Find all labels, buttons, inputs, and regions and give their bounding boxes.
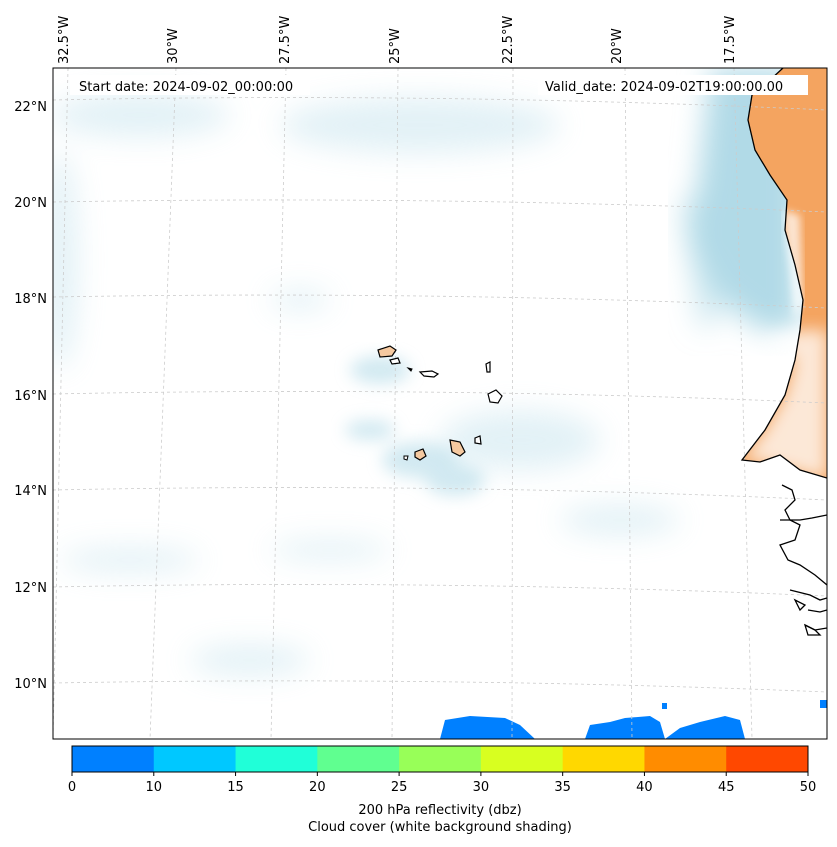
- colorbar-subtitle: Cloud cover (white background shading): [308, 820, 572, 835]
- colorbar: 0 10 15 20 25 30 35 40 45 50: [68, 745, 817, 795]
- reflectivity-cell: [665, 716, 745, 739]
- colorbar-frame: [71, 745, 809, 773]
- lat-label-14n: 14°N: [14, 484, 47, 499]
- valid-date-label: Valid_date: 2024-09-02T19:00:00.00: [545, 80, 783, 95]
- reflectivity-cell: [585, 716, 665, 739]
- latitude-labels: 22°N 20°N 18°N 16°N 14°N 12°N 10°N: [14, 100, 47, 692]
- island-santiago: [449, 439, 466, 457]
- cloud-cover-shading: [53, 70, 800, 675]
- reflectivity-cell: [440, 716, 535, 739]
- map-content: [53, 68, 827, 739]
- lat-label-22n: 22°N: [14, 100, 47, 115]
- map-background: [53, 68, 827, 739]
- reflectivity-cells: [440, 700, 827, 739]
- island-fogo: [414, 448, 427, 461]
- lon-label-22-5w: 22.5°W: [501, 16, 516, 64]
- colorbar-tick-label: 50: [800, 780, 817, 795]
- graticule: [53, 68, 827, 739]
- africa-coastline: [740, 68, 827, 479]
- colorbar-tick-label: 40: [636, 780, 653, 795]
- coastline: [740, 68, 827, 636]
- colorbar-tick-label: 35: [554, 780, 571, 795]
- colorbar-segment: [317, 746, 400, 772]
- start-date-label: Start date: 2024-09-02_00:00:00: [79, 80, 293, 95]
- lat-label-18n: 18°N: [14, 292, 47, 307]
- colorbar-segment: [153, 746, 237, 772]
- colorbar-title: 200 hPa reflectivity (dbz): [358, 803, 521, 818]
- cape-verde-islands: [377, 345, 503, 461]
- lat-label-12n: 12°N: [14, 581, 47, 596]
- colorbar-segment: [72, 746, 155, 772]
- lat-label-20n: 20°N: [14, 196, 47, 211]
- lon-label-20w: 20°W: [610, 28, 625, 64]
- lon-label-27-5w: 27.5°W: [278, 16, 293, 64]
- lat-label-10n: 10°N: [14, 677, 47, 692]
- colorbar-segment: [644, 746, 727, 772]
- island-santo-antao: [377, 345, 397, 358]
- land-shading: [742, 68, 827, 480]
- colorbar-segment: [480, 746, 564, 772]
- colorbar-tick-label: 30: [473, 780, 490, 795]
- colorbar-segment: [235, 746, 318, 772]
- lat-label-16n: 16°N: [14, 389, 47, 404]
- map-frame: [52, 67, 828, 740]
- colorbar-segment: [399, 746, 482, 772]
- longitude-labels: 32.5°W 30°W 27.5°W 25°W 22.5°W 20°W 17.5…: [57, 16, 738, 64]
- colorbar-segment: [562, 746, 645, 772]
- lon-label-25w: 25°W: [388, 28, 403, 64]
- colorbar-segment: [726, 746, 809, 772]
- colorbar-tick-label: 20: [309, 780, 326, 795]
- colorbar-tick-label: 10: [146, 780, 163, 795]
- lon-label-30w: 30°W: [166, 28, 181, 64]
- colorbar-tick-label: 15: [227, 780, 244, 795]
- colorbar-tick-label: 0: [68, 780, 76, 795]
- colorbar-tick-label: 25: [391, 780, 408, 795]
- lon-label-32-5w: 32.5°W: [57, 16, 72, 64]
- lon-label-17-5w: 17.5°W: [723, 16, 738, 64]
- colorbar-tick-label: 45: [718, 780, 735, 795]
